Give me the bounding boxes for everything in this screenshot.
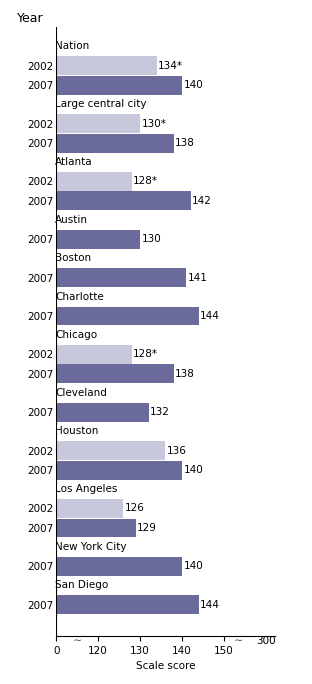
Bar bbox=[56, 557, 182, 576]
Bar bbox=[56, 595, 199, 614]
Text: 144: 144 bbox=[200, 311, 220, 321]
Bar bbox=[56, 268, 186, 287]
Text: 138: 138 bbox=[175, 138, 195, 148]
Bar bbox=[56, 56, 157, 75]
Text: Large central city: Large central city bbox=[55, 99, 146, 109]
Bar bbox=[56, 172, 132, 191]
Text: 136: 136 bbox=[167, 445, 187, 456]
Bar bbox=[56, 403, 149, 421]
Text: 140: 140 bbox=[183, 80, 203, 90]
Text: Nation: Nation bbox=[55, 41, 89, 51]
Text: ∼: ∼ bbox=[72, 636, 82, 646]
Text: San Diego: San Diego bbox=[55, 580, 108, 590]
Bar bbox=[56, 230, 140, 249]
Text: 134*: 134* bbox=[158, 61, 183, 70]
Text: Los Angeles: Los Angeles bbox=[55, 484, 117, 494]
Text: ∼: ∼ bbox=[233, 636, 243, 646]
Text: Austin: Austin bbox=[55, 215, 88, 225]
Bar bbox=[56, 460, 182, 479]
Text: 144: 144 bbox=[200, 600, 220, 609]
Bar bbox=[56, 345, 132, 364]
Text: 130: 130 bbox=[141, 235, 161, 244]
Text: Year: Year bbox=[17, 12, 43, 25]
Bar bbox=[56, 518, 136, 538]
Text: Chicago: Chicago bbox=[55, 330, 97, 340]
Text: 140: 140 bbox=[183, 562, 203, 571]
Text: Charlotte: Charlotte bbox=[55, 291, 104, 302]
Text: 129: 129 bbox=[137, 523, 157, 533]
Text: 126: 126 bbox=[124, 503, 144, 514]
Bar bbox=[56, 306, 199, 326]
Text: New York City: New York City bbox=[55, 542, 126, 552]
Text: 130*: 130* bbox=[141, 118, 166, 129]
Bar bbox=[56, 499, 123, 518]
Text: 300: 300 bbox=[256, 636, 276, 646]
Text: 132: 132 bbox=[150, 407, 170, 417]
Bar bbox=[56, 441, 165, 460]
Text: Atlanta: Atlanta bbox=[55, 157, 93, 167]
Text: 128*: 128* bbox=[133, 350, 158, 359]
Text: Boston: Boston bbox=[55, 253, 91, 263]
Text: Houston: Houston bbox=[55, 426, 98, 436]
Bar bbox=[56, 133, 174, 153]
Bar bbox=[56, 114, 140, 133]
Bar bbox=[56, 76, 182, 94]
X-axis label: Scale score: Scale score bbox=[136, 661, 195, 672]
Text: 141: 141 bbox=[188, 273, 207, 282]
Text: 138: 138 bbox=[175, 369, 195, 379]
Bar bbox=[56, 365, 174, 383]
Text: 140: 140 bbox=[183, 465, 203, 475]
Bar bbox=[56, 192, 191, 211]
Text: 128*: 128* bbox=[133, 176, 158, 187]
Text: 142: 142 bbox=[192, 196, 212, 206]
Text: Cleveland: Cleveland bbox=[55, 388, 107, 397]
